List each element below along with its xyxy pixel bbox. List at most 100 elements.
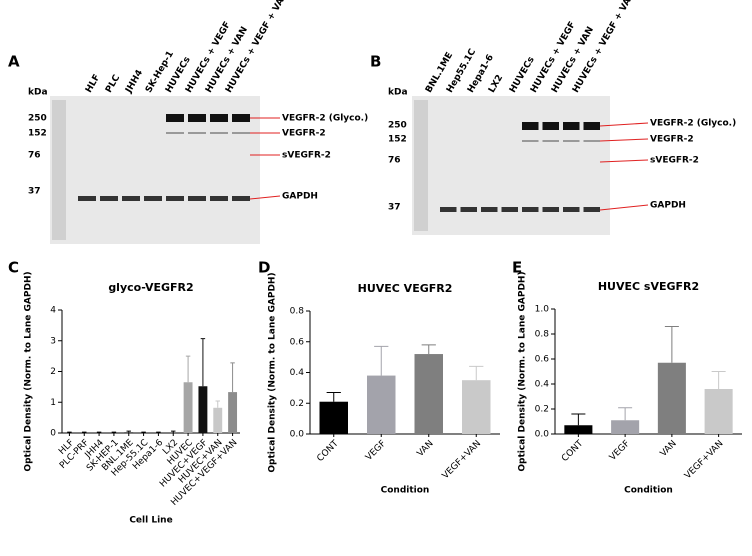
band-label: sVEGFR-2 bbox=[282, 151, 331, 161]
x-tick-label: VEGF bbox=[608, 439, 632, 463]
band-pointer bbox=[599, 159, 649, 163]
band-label: VEGFR-2 (Glyco.) bbox=[650, 119, 736, 129]
error-bar bbox=[126, 430, 131, 433]
vegfr-band bbox=[166, 132, 184, 134]
bar bbox=[228, 392, 238, 433]
y-tick-label: 1 bbox=[50, 398, 56, 408]
y-axis-label: Optical Density (Norm. to Lane GAPDH) bbox=[518, 271, 528, 471]
error-bar bbox=[67, 431, 72, 433]
error-bar bbox=[215, 400, 220, 408]
chart-title: glyco-VEGFR2 bbox=[108, 281, 193, 294]
band-label: sVEGFR-2 bbox=[650, 156, 699, 166]
y-tick-label: 0.2 bbox=[290, 399, 304, 409]
panel-label: E bbox=[512, 259, 522, 277]
error-bar bbox=[421, 344, 436, 355]
y-tick-label: 0.4 bbox=[535, 380, 550, 390]
bar bbox=[414, 354, 443, 434]
gapdh-band bbox=[100, 196, 118, 201]
panel-label: D bbox=[258, 259, 270, 277]
error-bar bbox=[171, 430, 176, 433]
kda-label: 37 bbox=[28, 187, 41, 197]
gapdh-band bbox=[542, 207, 559, 212]
x-axis-label: Condition bbox=[624, 486, 673, 496]
lane-label: PLC bbox=[104, 73, 122, 95]
gapdh-band bbox=[166, 196, 184, 201]
error-bar bbox=[141, 431, 146, 433]
error-bar bbox=[111, 431, 117, 433]
y-tick-label: 0.8 bbox=[535, 330, 550, 340]
chart-title: HUVEC sVEGFR2 bbox=[598, 280, 699, 293]
x-tick-label: CONT bbox=[315, 438, 341, 464]
x-tick-label: VEGF bbox=[364, 439, 388, 463]
vegfr-band bbox=[522, 140, 539, 142]
gapdh-band bbox=[501, 207, 518, 212]
error-bar bbox=[230, 362, 235, 393]
band-label: GAPDH bbox=[650, 201, 686, 211]
lane-label: HLF bbox=[84, 73, 102, 95]
error-bar bbox=[82, 431, 87, 433]
vegfr-band bbox=[210, 114, 228, 122]
vegfr-band bbox=[232, 132, 250, 134]
gapdh-band bbox=[460, 207, 477, 212]
blot-image bbox=[412, 96, 610, 235]
y-tick-label: 0.2 bbox=[535, 405, 549, 415]
vegfr-band bbox=[522, 122, 539, 130]
error-bar bbox=[618, 407, 633, 421]
bar bbox=[657, 362, 686, 434]
gapdh-band bbox=[144, 196, 162, 201]
kda-label: 76 bbox=[28, 151, 41, 161]
bar bbox=[462, 380, 491, 434]
bar bbox=[213, 407, 223, 433]
x-tick-label: VEGF+VAN bbox=[683, 439, 725, 481]
bar bbox=[611, 420, 640, 434]
error-bar bbox=[156, 431, 161, 433]
gapdh-band bbox=[122, 196, 140, 201]
error-bar bbox=[200, 338, 206, 387]
error-bar bbox=[469, 365, 484, 381]
band-pointer bbox=[599, 204, 649, 211]
y-tick-label: 2 bbox=[50, 367, 56, 377]
x-tick-label: CONT bbox=[560, 438, 586, 464]
x-tick-label: VEGF+VAN bbox=[441, 439, 483, 481]
kda-title: kDa bbox=[388, 88, 408, 98]
y-tick-label: 4 bbox=[50, 306, 56, 316]
x-tick-label: VAN bbox=[659, 439, 679, 459]
lane-label: JHH4 bbox=[124, 68, 146, 95]
vegfr-band bbox=[232, 114, 250, 122]
error-bar bbox=[711, 371, 726, 389]
band-label: VEGFR-2 (Glyco.) bbox=[282, 114, 368, 124]
kda-label: 76 bbox=[388, 156, 401, 166]
bar bbox=[367, 375, 396, 434]
vegfr-band bbox=[188, 132, 206, 134]
x-axis-label: Cell Line bbox=[129, 516, 172, 526]
gapdh-band bbox=[481, 207, 498, 212]
vegfr-band bbox=[563, 140, 580, 142]
x-axis-label: Condition bbox=[381, 486, 430, 496]
error-bar bbox=[664, 326, 679, 363]
chart-title: HUVEC VEGFR2 bbox=[358, 282, 453, 295]
band-label: GAPDH bbox=[282, 192, 318, 202]
y-tick-label: 0.4 bbox=[290, 368, 305, 378]
gapdh-band bbox=[522, 207, 539, 212]
bar bbox=[319, 401, 348, 434]
band-pointer bbox=[599, 138, 649, 142]
panel-label: B bbox=[370, 53, 381, 71]
y-tick-label: 3 bbox=[50, 336, 56, 346]
vegfr-band bbox=[563, 122, 580, 130]
gapdh-band bbox=[188, 196, 206, 201]
gapdh-band bbox=[210, 196, 228, 201]
vegfr-band bbox=[542, 122, 559, 130]
gapdh-band bbox=[583, 207, 600, 212]
error-bar bbox=[185, 355, 191, 383]
gapdh-band bbox=[563, 207, 580, 212]
vegfr-band bbox=[210, 132, 228, 134]
gapdh-band bbox=[232, 196, 250, 201]
kda-label: 152 bbox=[28, 129, 47, 139]
panel-label: A bbox=[8, 53, 20, 71]
kda-title: kDa bbox=[28, 88, 48, 98]
y-tick-label: 0.8 bbox=[290, 307, 305, 317]
y-tick-label: 0.6 bbox=[535, 355, 550, 365]
bar bbox=[124, 432, 134, 433]
error-bar bbox=[96, 431, 102, 433]
vegfr-band bbox=[542, 140, 559, 142]
